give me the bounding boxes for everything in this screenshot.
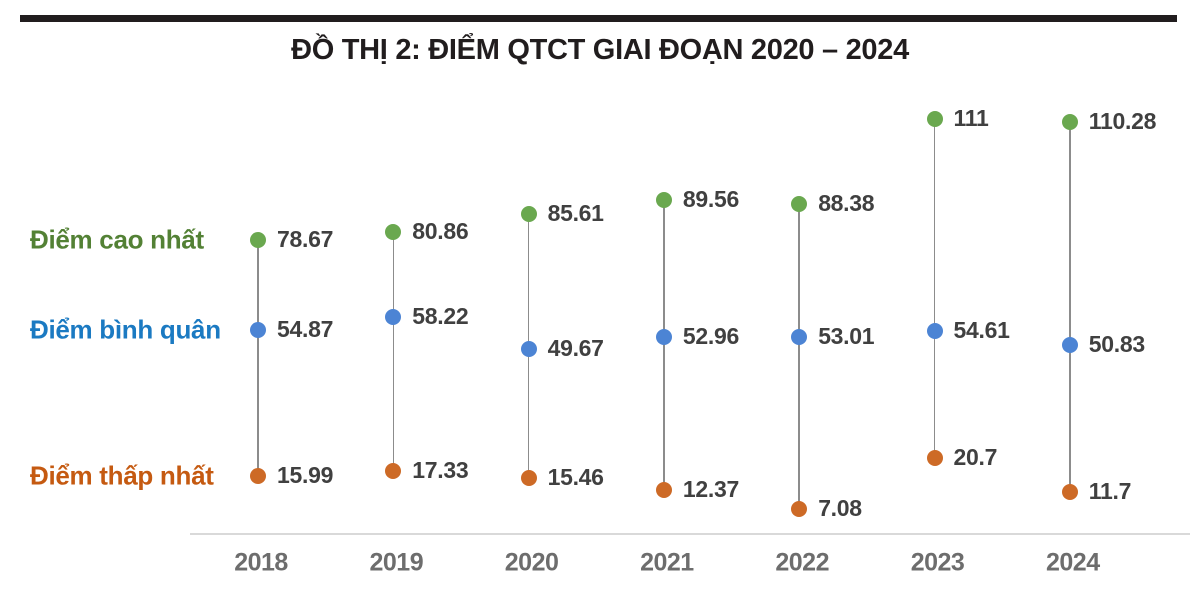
dot-highest (791, 195, 808, 212)
dot-highest (250, 232, 266, 249)
stem-line (1069, 121, 1071, 493)
dot-lowest (655, 481, 672, 498)
dot-lowest (520, 469, 537, 486)
x-axis-tick-label: 2019 (369, 548, 424, 577)
data-point-label-average: 49.67 (547, 335, 604, 362)
data-point-label-highest: 88.38 (818, 189, 875, 216)
x-axis-tick-label: 2018 (234, 548, 288, 577)
dot-average (520, 341, 537, 358)
dot-average (655, 329, 672, 346)
data-point-label-highest: 111 (953, 104, 989, 131)
data-point-label-lowest: 15.46 (547, 463, 604, 490)
data-point-label-highest: 78.67 (277, 226, 334, 253)
chart-title: ĐỒ THỊ 2: ĐIỂM QTCT GIAI ĐOẠN 2020 – 202… (291, 34, 909, 66)
legend-item-lowest: Điểm thấp nhất (30, 460, 214, 491)
x-axis-tick-label: 2024 (1045, 548, 1100, 577)
dot-average (385, 309, 402, 326)
dot-highest (520, 206, 537, 223)
data-point-label-lowest: 12.37 (682, 475, 739, 502)
data-point-label-highest: 80.86 (412, 218, 469, 245)
dot-lowest (1061, 484, 1078, 501)
stem-line (392, 232, 395, 471)
dot-highest (385, 224, 402, 241)
dot-lowest (250, 467, 266, 484)
x-axis-tick-label: 2022 (775, 548, 829, 577)
stem-line (257, 240, 259, 476)
legend-item-highest: Điểm cao nhất (30, 224, 204, 255)
data-point-label-average: 53.01 (818, 322, 875, 349)
data-point-label-highest: 110.28 (1088, 107, 1157, 134)
dot-lowest (791, 501, 808, 518)
data-point-label-average: 58.22 (412, 303, 469, 330)
dot-highest (655, 191, 672, 208)
title-rule-line (20, 15, 1177, 22)
dot-average (1061, 337, 1078, 354)
data-point-label-highest: 89.56 (682, 185, 739, 212)
data-point-label-highest: 85.61 (547, 200, 604, 227)
x-axis-tick-label: 2023 (910, 548, 965, 577)
dot-average (250, 321, 266, 338)
data-point-label-lowest: 11.7 (1088, 477, 1132, 504)
dot-average (926, 322, 943, 339)
x-axis-tick-label: 2021 (640, 548, 694, 577)
data-point-label-average: 54.87 (277, 315, 334, 342)
stem-line (933, 118, 936, 459)
dot-lowest (385, 462, 402, 479)
dot-highest (1061, 113, 1078, 130)
dot-highest (926, 110, 943, 127)
legend-item-average: Điểm bình quân (30, 314, 221, 345)
data-point-label-average: 50.83 (1088, 330, 1145, 357)
data-point-label-average: 54.61 (953, 316, 1010, 343)
data-point-label-lowest: 17.33 (412, 456, 469, 483)
data-point-label-lowest: 20.7 (953, 444, 998, 471)
dot-average (791, 328, 808, 345)
data-point-label-lowest: 15.99 (277, 461, 334, 488)
data-point-label-lowest: 7.08 (818, 495, 862, 522)
dot-lowest (926, 450, 943, 467)
x-axis-line (190, 533, 1190, 535)
stem-line (798, 203, 800, 510)
x-axis-tick-label: 2020 (504, 548, 559, 577)
data-point-label-average: 52.96 (682, 322, 739, 349)
